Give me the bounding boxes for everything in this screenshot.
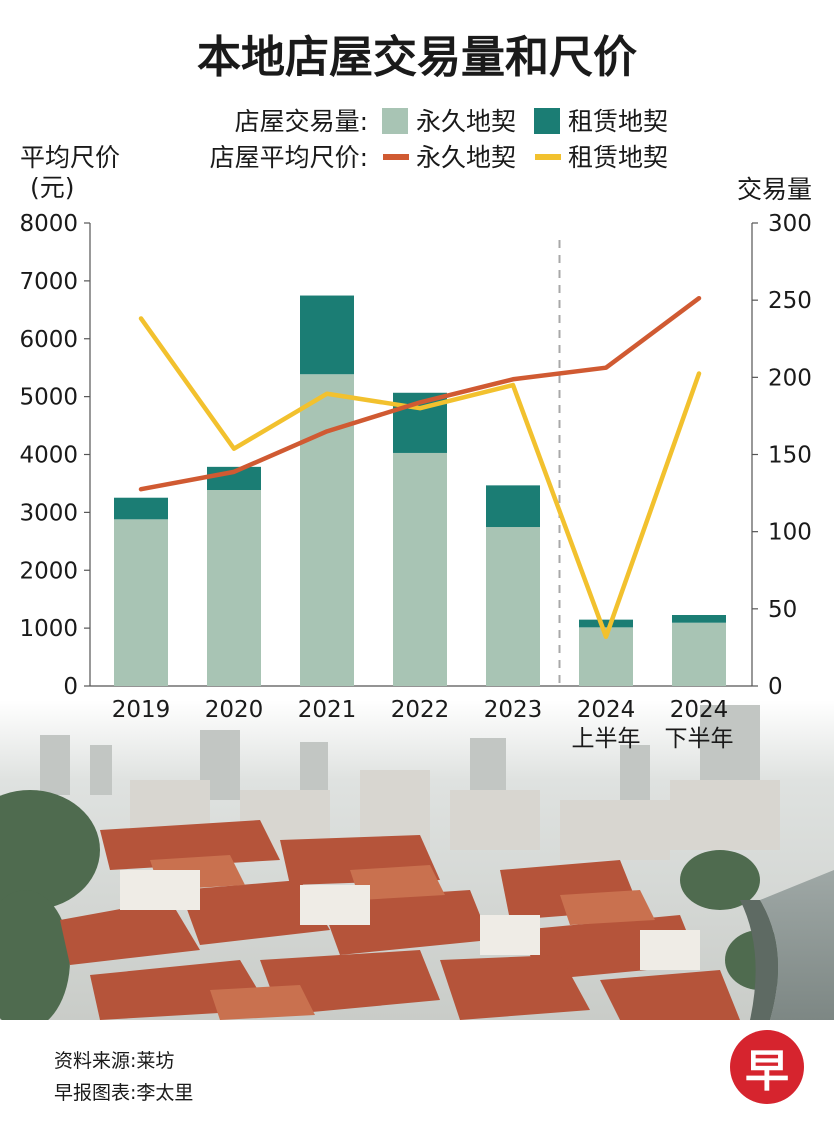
zaobao-logo: 早 — [730, 1030, 804, 1104]
bar-freehold-volume — [486, 527, 540, 686]
right-axis-ticks: 0 50 100 150 200 250 300 — [752, 211, 812, 700]
left-tick-label: 2000 — [19, 558, 78, 584]
x-tick-label: 2019 — [112, 697, 171, 723]
legend-swatch-leasehold-line — [535, 154, 561, 160]
line-leasehold-price — [138, 316, 702, 640]
line-freehold-price — [138, 295, 702, 492]
bar-freehold-volume — [207, 489, 261, 686]
logo-char: 早 — [745, 1046, 789, 1097]
bar-leasehold-volume — [672, 615, 726, 623]
left-tick-label: 7000 — [19, 269, 78, 295]
x-tick-label: 2023 — [484, 697, 543, 723]
left-tick-label: 1000 — [19, 616, 78, 642]
right-tick-label: 150 — [768, 443, 812, 469]
x-axis-labels: 2019 2020 2021 2022 2023 2024 上半年 2024 下半年 — [112, 697, 734, 752]
bar-leasehold-volume — [114, 497, 168, 520]
right-axis-title: 交易量 — [737, 175, 812, 204]
chart-svg: 本地店屋交易量和尺价 店屋交易量: 永久地契 租赁地契 店屋平均尺价: 永久地契… — [0, 32, 834, 1020]
legend-line-group-label: 店屋平均尺价: — [210, 143, 368, 172]
footer: 资料来源:莱坊 早报图表:李太里 — [0, 1020, 834, 1140]
x-tick-label: 2022 — [391, 697, 450, 723]
right-tick-label: 100 — [768, 520, 812, 546]
left-tick-label: 0 — [63, 674, 78, 700]
legend-freehold-volume: 永久地契 — [416, 107, 516, 136]
legend-swatch-freehold-line — [383, 154, 409, 160]
right-tick-label: 200 — [768, 365, 812, 391]
x-tick-label: 2020 — [205, 697, 264, 723]
right-tick-label: 250 — [768, 288, 812, 314]
legend-leasehold-volume: 租赁地契 — [568, 107, 668, 136]
legend-freehold-price: 永久地契 — [416, 143, 516, 172]
price-lines — [138, 295, 702, 640]
bar-freehold-volume — [672, 622, 726, 686]
cityscape-photo — [0, 700, 834, 1020]
left-tick-label: 3000 — [19, 500, 78, 526]
legend-bar-group-label: 店屋交易量: — [235, 107, 368, 136]
x-tick-label: 2024 — [577, 697, 636, 723]
right-tick-label: 300 — [768, 211, 812, 237]
chart-credit: 早报图表:李太里 — [54, 1082, 194, 1104]
left-axis-ticks: 0 1000 2000 3000 4000 5000 6000 7000 8000 — [19, 211, 90, 700]
left-tick-label: 4000 — [19, 443, 78, 469]
bar-freehold-volume — [393, 452, 447, 686]
left-tick-label: 5000 — [19, 385, 78, 411]
volume-bars — [114, 295, 726, 686]
bar-leasehold-volume — [486, 485, 540, 528]
legend-leasehold-price: 租赁地契 — [568, 143, 668, 172]
bar-freehold-volume — [114, 519, 168, 686]
x-tick-sublabel: 上半年 — [572, 726, 641, 752]
chart-title: 本地店屋交易量和尺价 — [197, 32, 637, 83]
left-tick-label: 6000 — [19, 327, 78, 353]
legend-swatch-freehold-bar — [382, 108, 408, 134]
chart: 本地店屋交易量和尺价 店屋交易量: 永久地契 租赁地契 店屋平均尺价: 永久地契… — [0, 32, 834, 1020]
source-note: 资料来源:莱坊 — [54, 1050, 175, 1072]
x-tick-sublabel: 下半年 — [665, 726, 734, 752]
bar-leasehold-volume — [579, 619, 633, 628]
x-tick-label: 2021 — [298, 697, 357, 723]
legend-swatch-leasehold-bar — [534, 108, 560, 134]
left-tick-label: 8000 — [19, 211, 78, 237]
left-axis-title: 平均尺价 — [20, 143, 120, 172]
bar-leasehold-volume — [300, 295, 354, 375]
right-tick-label: 0 — [768, 674, 783, 700]
left-axis-unit: (元) — [30, 173, 75, 202]
bar-freehold-volume — [300, 374, 354, 686]
right-tick-label: 50 — [768, 597, 797, 623]
x-tick-label: 2024 — [670, 697, 729, 723]
